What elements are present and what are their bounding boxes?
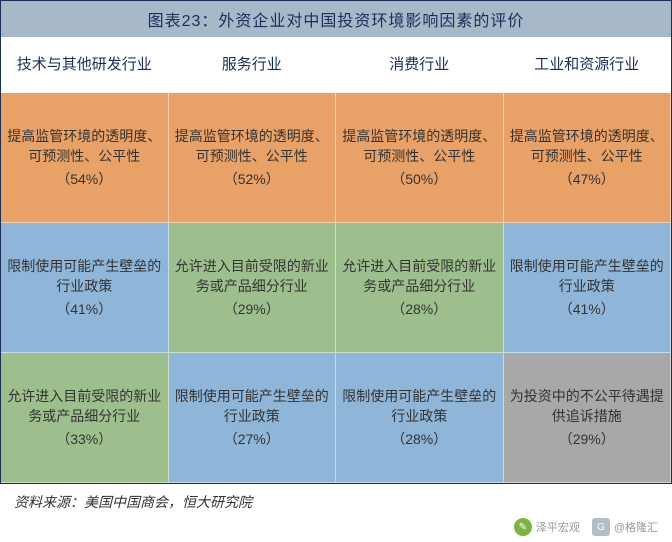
data-cell: 限制使用可能产生壁垒的行业政策（41%） [504, 223, 672, 353]
data-cell: 限制使用可能产生壁垒的行业政策（27%） [169, 353, 337, 483]
cell-text: 提高监管环境的透明度、可预测性、公平性 [342, 126, 497, 167]
source-text: 资料来源：美国中国商会，恒大研究院 [0, 484, 672, 516]
cell-text: 为投资中的不公平待遇提供追诉措施 [510, 386, 665, 427]
gelonghui-logo-group: G @格隆汇 [592, 518, 658, 536]
column-header: 服务行业 [169, 37, 337, 93]
cell-text: 提高监管环境的透明度、可预测性、公平性 [7, 126, 162, 167]
cell-percent: （47%） [559, 169, 615, 189]
wechat-icon: ✎ [514, 518, 532, 536]
data-cell: 为投资中的不公平待遇提供追诉措施（29%） [504, 353, 672, 483]
chart-title: 图表23：外资企业对中国投资环境影响因素的评价 [1, 1, 671, 37]
cell-text: 提高监管环境的透明度、可预测性、公平性 [175, 126, 330, 167]
cell-percent: （41%） [559, 299, 615, 319]
cell-percent: （28%） [391, 429, 447, 449]
column-header: 技术与其他研发行业 [1, 37, 169, 93]
cell-text: 允许进入目前受限的新业务或产品细分行业 [175, 256, 330, 297]
data-cell: 允许进入目前受限的新业务或产品细分行业（28%） [336, 223, 504, 353]
wechat-label: 泽平宏观 [536, 519, 580, 535]
column-header: 工业和资源行业 [504, 37, 672, 93]
data-cell: 限制使用可能产生壁垒的行业政策（41%） [1, 223, 169, 353]
cell-text: 提高监管环境的透明度、可预测性、公平性 [510, 126, 665, 167]
chart-container: 图表23：外资企业对中国投资环境影响因素的评价 技术与其他研发行业服务行业消费行… [0, 0, 672, 484]
cell-text: 限制使用可能产生壁垒的行业政策 [7, 256, 162, 297]
cell-text: 限制使用可能产生壁垒的行业政策 [510, 256, 665, 297]
cell-text: 限制使用可能产生壁垒的行业政策 [175, 386, 330, 427]
column-header: 消费行业 [336, 37, 504, 93]
gelonghui-label: @格隆汇 [614, 519, 658, 535]
footer-logos: ✎ 泽平宏观 G @格隆汇 [0, 516, 672, 542]
data-cell: 允许进入目前受限的新业务或产品细分行业（29%） [169, 223, 337, 353]
cell-percent: （29%） [559, 429, 615, 449]
data-cell: 允许进入目前受限的新业务或产品细分行业（33%） [1, 353, 169, 483]
cell-percent: （28%） [391, 299, 447, 319]
cell-percent: （50%） [391, 169, 447, 189]
cell-percent: （33%） [56, 429, 112, 449]
cell-text: 允许进入目前受限的新业务或产品细分行业 [7, 386, 162, 427]
cell-text: 允许进入目前受限的新业务或产品细分行业 [342, 256, 497, 297]
cell-percent: （27%） [224, 429, 280, 449]
cell-percent: （54%） [56, 169, 112, 189]
cell-text: 限制使用可能产生壁垒的行业政策 [342, 386, 497, 427]
data-cell: 提高监管环境的透明度、可预测性、公平性（52%） [169, 93, 337, 223]
cell-percent: （41%） [56, 299, 112, 319]
data-cell: 提高监管环境的透明度、可预测性、公平性（54%） [1, 93, 169, 223]
data-cell: 限制使用可能产生壁垒的行业政策（28%） [336, 353, 504, 483]
data-grid: 技术与其他研发行业服务行业消费行业工业和资源行业提高监管环境的透明度、可预测性、… [1, 37, 671, 483]
data-cell: 提高监管环境的透明度、可预测性、公平性（50%） [336, 93, 504, 223]
cell-percent: （52%） [224, 169, 280, 189]
wechat-logo-group: ✎ 泽平宏观 [514, 518, 580, 536]
gelonghui-icon: G [592, 518, 610, 536]
data-cell: 提高监管环境的透明度、可预测性、公平性（47%） [504, 93, 672, 223]
cell-percent: （29%） [224, 299, 280, 319]
